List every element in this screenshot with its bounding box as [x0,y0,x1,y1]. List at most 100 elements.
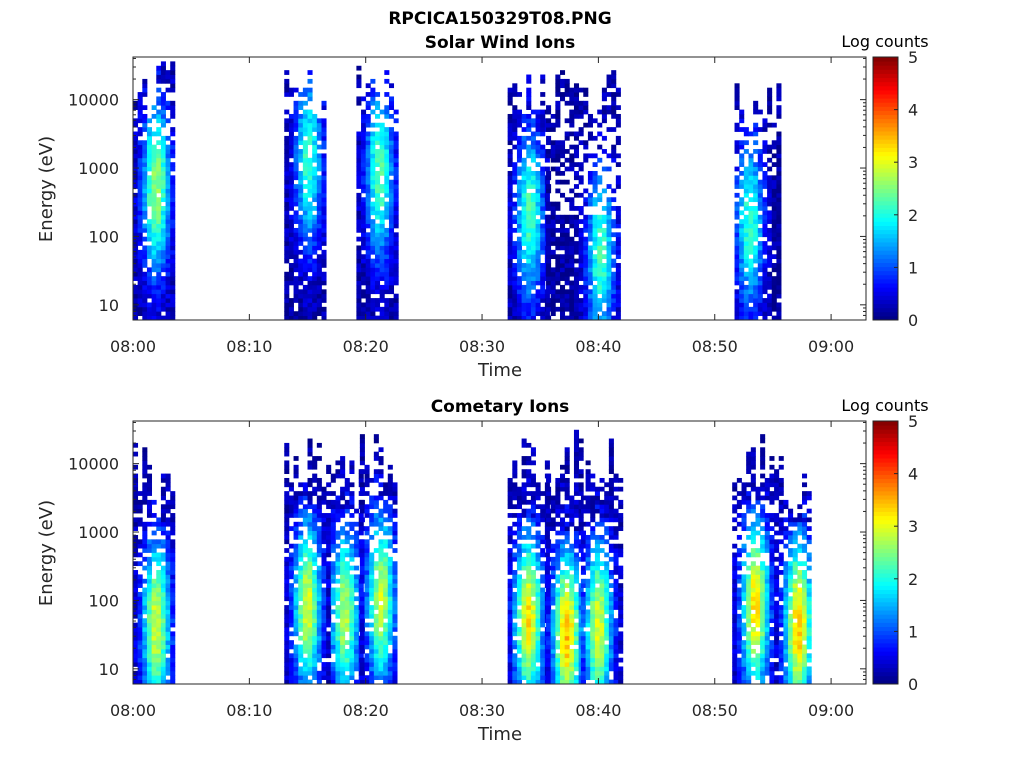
heatmap-cell [573,258,580,264]
heatmap-cell [573,289,580,295]
heatmap-cell [316,245,322,251]
heatmap-cell [330,477,336,483]
heatmap-cell [356,284,362,290]
heatmap-cell [316,477,322,483]
heatmap-cell [378,574,384,580]
heatmap-cell [146,578,153,584]
heatmap-cell [378,631,384,637]
heatmap-cell [526,473,532,479]
heatmap-cell [379,201,385,207]
heatmap-cell [597,276,603,281]
heatmap-cell [298,596,304,602]
heatmap-cell [388,166,395,172]
heatmap-cell [512,302,518,308]
heatmap-cell [392,644,398,650]
heatmap-cell [165,596,171,602]
heatmap-cell [369,591,375,597]
heatmap-cell [156,631,162,637]
heatmap-cell [302,679,308,685]
heatmap-cell [748,289,754,295]
heatmap-cell [307,583,313,588]
heatmap-cell [288,596,294,602]
heatmap-cell [578,166,584,172]
heatmap-cell [170,113,176,119]
heatmap-cell [597,241,603,246]
heatmap-cell [753,127,759,132]
heatmap-cell [307,635,313,641]
heatmap-cell [312,596,318,602]
heatmap-cell [580,640,586,645]
heatmap-cell [516,315,522,321]
colorbar-segment [873,237,898,243]
heatmap-cell [137,613,143,619]
heatmap-cell [370,175,376,181]
heatmap-cell [512,162,518,167]
heatmap-cell [293,241,299,246]
heatmap-cell [365,263,371,268]
heatmap-cell [349,644,355,650]
heatmap-cell [569,653,575,659]
heatmap-cell [302,166,308,172]
heatmap-cell [379,197,385,203]
heatmap-cell [316,197,322,203]
heatmap-cell [293,670,299,676]
heatmap-cell [601,284,607,290]
heatmap-cell [364,570,370,575]
heatmap-cell [748,311,754,317]
heatmap-cell [594,640,600,645]
heatmap-cell [757,249,763,255]
heatmap-cell [546,118,552,124]
heatmap-cell [160,486,166,492]
heatmap-cell [601,280,607,286]
heatmap-cell [307,561,313,567]
heatmap-cell [587,175,593,181]
heatmap-cell [133,284,139,290]
heatmap-cell [288,556,294,562]
colorbar-segment [873,176,898,181]
heatmap-cell [133,517,139,523]
heatmap-cell [142,223,148,229]
heatmap-cell [540,289,546,295]
heatmap-cell [546,600,552,606]
heatmap-cell [546,662,552,667]
heatmap-cell [369,644,375,650]
heatmap-cell [387,556,393,562]
heatmap-cell [388,236,395,242]
heatmap-cell [321,289,327,295]
heatmap-cell [560,556,566,562]
heatmap-cell [361,232,367,238]
heatmap-cell [564,469,570,474]
heatmap-cell [512,486,518,492]
heatmap-cell [151,197,157,203]
heatmap-cell [526,635,532,641]
heatmap-cell [133,622,139,628]
heatmap-cell [583,214,589,220]
heatmap-cell [573,513,580,518]
heatmap-cell [535,118,541,124]
heatmap-cell [359,451,365,457]
heatmap-cell [521,267,527,273]
panel-title: Solar Wind Ions [425,33,576,53]
heatmap-cell [312,184,318,189]
colorbar-segment [873,73,898,79]
heatmap-cell [151,622,157,628]
heatmap-cell [530,236,536,242]
heatmap-cell [151,653,157,659]
heatmap-cell [361,214,367,220]
heatmap-cell [512,105,518,110]
heatmap-cell [530,644,536,650]
heatmap-cell [594,552,600,558]
heatmap-cell [298,306,304,312]
heatmap-cell [160,640,166,645]
heatmap-cell [165,618,171,624]
heatmap-cell [388,219,395,224]
heatmap-cell [316,267,322,273]
heatmap-cell [156,219,162,224]
heatmap-cell [151,249,157,255]
heatmap-cell [373,644,379,650]
heatmap-cell [133,482,139,488]
heatmap-cell [133,574,139,580]
heatmap-cell [743,232,749,238]
heatmap-cell [594,613,600,619]
heatmap-cell [748,184,754,189]
